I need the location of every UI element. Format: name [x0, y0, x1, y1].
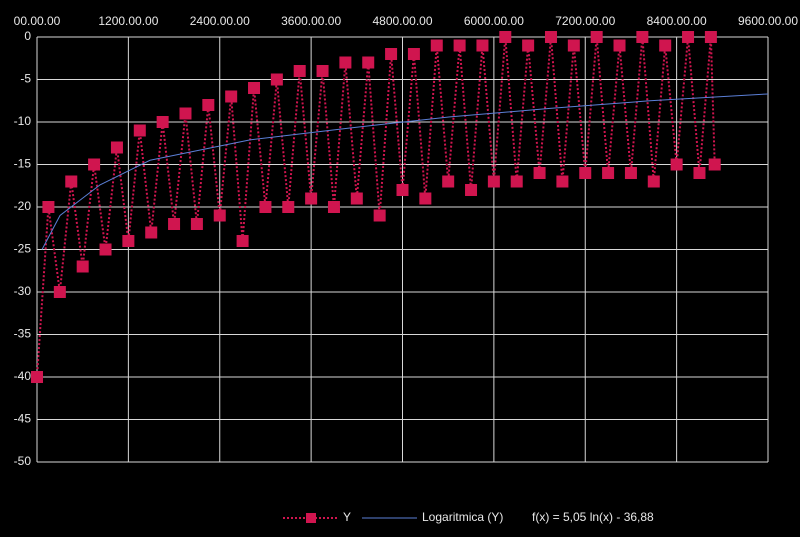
y-tick-label: -20	[14, 199, 32, 213]
marker	[350, 192, 363, 205]
y-tick-label: -5	[20, 72, 31, 86]
marker	[339, 56, 352, 69]
series-line	[41, 93, 769, 250]
x-tick-label: 7200.00.00	[555, 14, 615, 28]
marker	[465, 184, 478, 196]
y-tick-label: -15	[14, 157, 32, 171]
y-tick-label: -10	[14, 114, 32, 128]
marker	[88, 158, 101, 171]
legend-label: Y	[343, 510, 351, 524]
marker	[190, 218, 203, 230]
marker	[442, 175, 455, 188]
marker	[453, 39, 466, 52]
y-tick-label: 0	[24, 29, 31, 43]
y-tick-label: -30	[14, 284, 32, 298]
marker	[179, 107, 192, 120]
marker	[293, 65, 306, 77]
marker	[522, 39, 535, 52]
marker	[270, 73, 283, 86]
marker	[236, 235, 249, 247]
marker	[133, 124, 146, 137]
legend-marker	[306, 513, 316, 523]
x-tick-label: 1200.00.00	[98, 14, 158, 28]
marker	[602, 167, 615, 179]
marker	[487, 175, 500, 188]
x-tick-label: 9600.00.00	[738, 14, 798, 28]
legend-label: Logaritmica (Y)	[422, 510, 503, 524]
marker	[499, 31, 512, 43]
y-tick-label: -25	[14, 242, 32, 256]
marker	[556, 175, 569, 188]
marker	[430, 39, 443, 52]
marker	[419, 192, 432, 205]
marker	[282, 201, 295, 213]
x-tick-label: 6000.00.00	[464, 14, 524, 28]
marker	[579, 167, 592, 179]
y-tick-label: -50	[14, 454, 32, 468]
x-tick-label: 00.00.00	[14, 14, 61, 28]
marker	[373, 209, 386, 222]
marker	[385, 48, 398, 60]
marker	[510, 175, 523, 188]
marker	[624, 167, 637, 179]
marker	[122, 235, 135, 247]
marker	[327, 201, 340, 213]
x-tick-label: 8400.00.00	[647, 14, 707, 28]
marker	[613, 39, 626, 52]
x-tick-label: 4800.00.00	[372, 14, 432, 28]
marker	[407, 48, 420, 60]
marker	[704, 31, 717, 43]
marker	[544, 31, 557, 43]
marker	[708, 158, 721, 171]
marker	[168, 218, 181, 230]
marker	[31, 371, 43, 383]
marker	[99, 243, 112, 256]
marker	[202, 99, 215, 111]
x-tick-label: 2400.00.00	[190, 14, 250, 28]
marker	[248, 82, 261, 94]
marker	[213, 209, 226, 222]
marker	[533, 167, 546, 179]
marker	[682, 31, 695, 43]
marker	[670, 158, 683, 171]
y-tick-label: -45	[14, 412, 32, 426]
x-tick-label: 3600.00.00	[281, 14, 341, 28]
marker	[110, 141, 123, 154]
marker	[590, 31, 603, 43]
marker	[225, 90, 238, 103]
equation: f(x) = 5,05 ln(x) - 36,88	[532, 510, 654, 524]
marker	[476, 39, 489, 52]
marker	[42, 201, 55, 213]
y-tick-label: -40	[14, 369, 32, 383]
marker	[362, 56, 375, 69]
marker	[693, 167, 706, 179]
marker	[567, 39, 580, 52]
marker	[305, 192, 318, 205]
marker	[259, 201, 272, 213]
marker	[396, 184, 409, 196]
marker	[76, 260, 89, 273]
marker	[156, 116, 169, 128]
y-tick-label: -35	[14, 327, 32, 341]
marker	[316, 65, 329, 77]
marker	[53, 286, 66, 298]
marker	[647, 175, 660, 188]
marker	[636, 31, 649, 43]
marker	[65, 175, 78, 188]
marker	[659, 39, 672, 52]
marker	[145, 226, 158, 239]
